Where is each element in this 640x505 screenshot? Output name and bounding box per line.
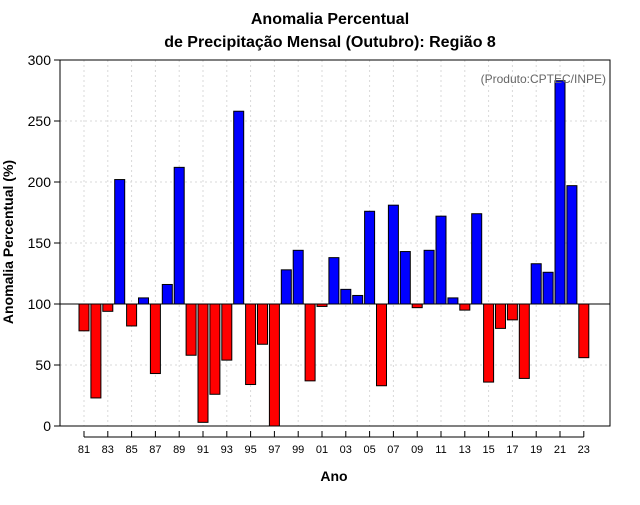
bar-17 [506, 303, 518, 321]
x-tick-label: 95 [244, 444, 256, 456]
bar-04 [352, 294, 364, 305]
bar-81 [78, 303, 90, 332]
x-tick-label: 15 [482, 444, 494, 456]
x-tick-label: 85 [125, 444, 137, 456]
bar-06 [376, 303, 387, 387]
bar-82 [90, 303, 102, 399]
x-axis: 81 83 85 87 89 91 93 95 97 99 01 03 05 07 09 11 13 15 17 19… [78, 431, 590, 456]
bar-86 [138, 297, 149, 305]
y-axis-title: Anomalia Percentual (%) [0, 160, 16, 324]
bar-84 [114, 179, 126, 305]
x-axis-title: Ano [320, 468, 347, 484]
bar-16 [495, 303, 506, 329]
y-tick-label: 50 [35, 357, 51, 373]
credit-label: (Produto:CPTEC/INPE) [481, 72, 606, 86]
x-tick-label: 03 [340, 444, 352, 456]
bar-11 [435, 215, 447, 305]
bar-23 [578, 303, 590, 359]
x-tick-label: 97 [268, 444, 280, 456]
x-tick-label: 23 [578, 444, 590, 456]
x-tick-label: 93 [221, 444, 233, 456]
bar-94 [233, 110, 245, 305]
bars [78, 80, 590, 427]
chart-title-line1: Anomalia Percentual [251, 11, 409, 28]
bar-03 [340, 288, 352, 305]
bar-85 [126, 303, 138, 327]
bar-22 [566, 185, 578, 305]
bar-88 [161, 283, 173, 305]
x-tick-label: 87 [149, 444, 161, 456]
bar-18 [518, 303, 530, 379]
y-tick-label: 0 [43, 418, 51, 434]
bar-19 [530, 263, 542, 305]
x-tick-label: 11 [435, 444, 446, 456]
x-tick-label: 19 [530, 444, 542, 456]
x-tick-label: 05 [363, 444, 375, 456]
bar-12 [447, 297, 459, 305]
x-tick-label: 83 [102, 444, 114, 456]
x-tick-label: 13 [459, 444, 471, 456]
bar-83 [102, 303, 114, 312]
y-tick-label: 300 [28, 52, 52, 68]
bar-91 [197, 303, 209, 423]
x-tick-label: 81 [78, 444, 90, 456]
bar-09 [411, 303, 423, 309]
bar-89 [173, 166, 185, 305]
bar-20 [542, 271, 554, 305]
bar-99 [292, 249, 304, 305]
bar-97 [268, 303, 280, 427]
bar-95 [245, 303, 257, 386]
y-tick-label: 200 [28, 174, 52, 190]
y-tick-label: 250 [28, 113, 52, 129]
bar-13 [459, 303, 471, 311]
bar-92 [209, 303, 221, 395]
bar-87 [149, 303, 161, 375]
x-tick-label: 91 [197, 444, 209, 456]
x-tick-label: 09 [411, 444, 423, 456]
bar-10 [423, 249, 435, 305]
bar-07 [387, 204, 399, 305]
x-tick-label: 17 [506, 444, 518, 456]
bar-90 [185, 303, 197, 356]
bar-02 [328, 257, 340, 305]
x-tick-label: 07 [387, 444, 399, 456]
bar-93 [221, 303, 233, 361]
bar-96 [257, 303, 268, 345]
bar-98 [280, 269, 292, 305]
y-axis: 0 50 100 150 200 250 300 [28, 52, 60, 434]
bar-21 [554, 80, 566, 305]
bar-14 [471, 213, 483, 305]
x-tick-label: 99 [292, 444, 304, 456]
x-tick-label: 01 [316, 444, 328, 456]
bar-15 [483, 303, 495, 383]
bar-05 [364, 210, 376, 305]
y-tick-label: 100 [28, 296, 52, 312]
bar-00 [304, 303, 316, 382]
chart-title-line2: de Precipitação Mensal (Outubro): Região… [164, 34, 496, 51]
bar-08 [399, 251, 411, 305]
x-tick-label: 21 [554, 444, 566, 456]
y-tick-label: 150 [28, 235, 52, 251]
x-tick-label: 89 [173, 444, 185, 456]
